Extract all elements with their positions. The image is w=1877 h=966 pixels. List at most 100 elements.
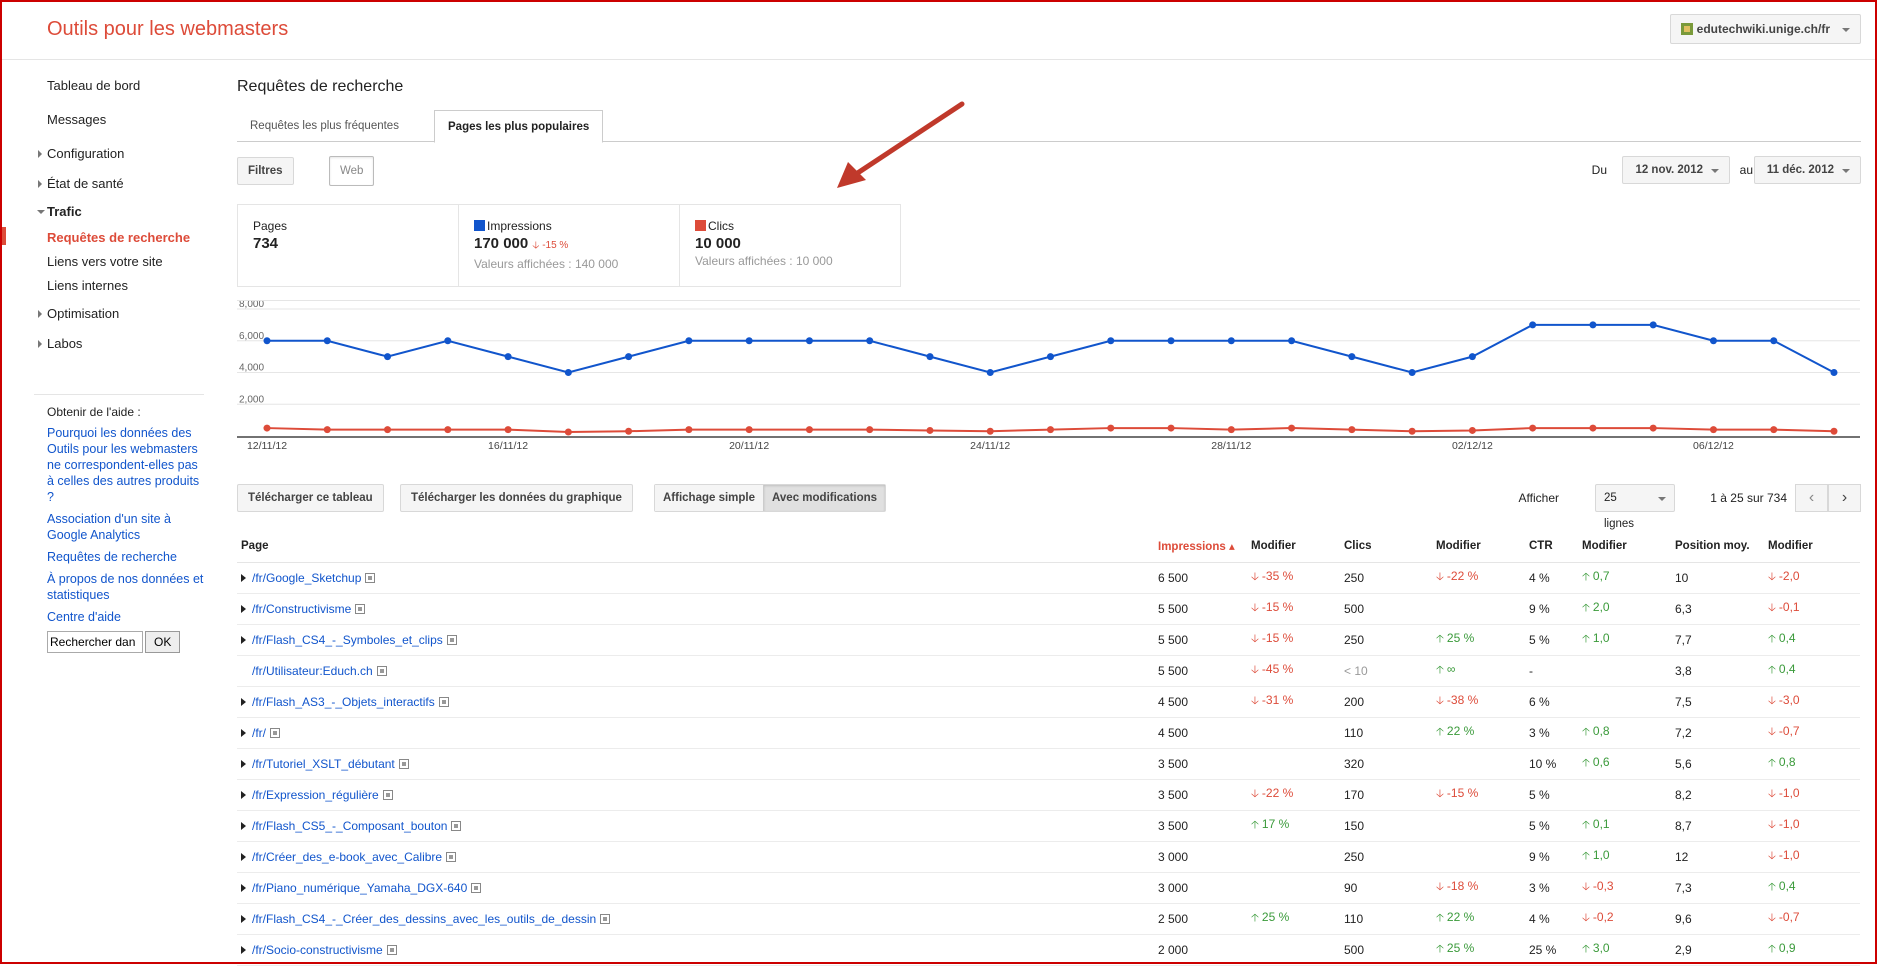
sidebar-item-configuration[interactable]: Configuration	[38, 146, 124, 161]
sidebar-item-health[interactable]: État de santé	[38, 176, 124, 191]
sidebar-item-labs[interactable]: Labos	[38, 336, 82, 351]
external-link-icon[interactable]	[365, 572, 376, 583]
external-link-icon[interactable]	[446, 634, 457, 645]
expand-row-icon[interactable]	[241, 852, 246, 861]
expand-row-icon[interactable]	[241, 945, 246, 954]
sidebar-item-messages[interactable]: Messages	[47, 112, 107, 127]
page-link[interactable]: /fr/Expression_régulière	[252, 787, 379, 802]
page-link[interactable]: /fr/Flash_CS4_-_Créer_des_dessins_avec_l…	[252, 911, 597, 926]
page-link[interactable]: /fr/Créer_des_e-book_avec_Calibre	[252, 849, 443, 864]
external-link-icon[interactable]	[446, 851, 457, 862]
table-row[interactable]: /fr/Flash_AS3_-_Objets_interactifs 4 500 🡣…	[237, 686, 1860, 718]
help-link-about-data[interactable]: À propos de nos données et statistiques	[47, 572, 204, 602]
web-filter-button[interactable]: Web	[329, 156, 375, 186]
rows-per-page-select[interactable]: 25 lignes	[1595, 484, 1675, 530]
metric-impressions[interactable]: Impressions 170 000 🡣 -15 % Valeurs affic…	[459, 205, 680, 286]
help-search-input[interactable]	[47, 631, 143, 653]
expand-row-icon[interactable]	[241, 790, 246, 799]
chevron-down-icon	[1658, 497, 1666, 501]
table-row[interactable]: /fr/Créer_des_e-book_avec_Calibre 3 000 25…	[237, 841, 1860, 873]
download-chart-data-button[interactable]: Télécharger les données du graphique	[400, 484, 633, 512]
table-row[interactable]: /fr/Constructivisme 5 500 🡣 -15 % 500 9 % 🡡 2,0…	[237, 593, 1860, 625]
table-row[interactable]: /fr/Flash_CS4_-_Créer_des_dessins_avec_l…	[237, 903, 1860, 935]
page-link[interactable]: /fr/	[252, 725, 266, 740]
sidebar-item-traffic[interactable]: Trafic	[37, 204, 82, 219]
sidebar-item-internal-links[interactable]: Liens internes	[47, 278, 128, 293]
app-title[interactable]: Outils pour les webmasters	[47, 18, 289, 40]
data-point-clics	[1770, 426, 1778, 434]
table-row[interactable]: /fr/Tutoriel_XSLT_débutant 3 500 320 10 % 🡡 0…	[237, 748, 1860, 780]
help-link-search-queries[interactable]: Requêtes de recherche	[47, 550, 177, 564]
external-link-icon[interactable]	[355, 603, 366, 614]
help-link-analytics[interactable]: Association d'un site à Google Analytics	[47, 512, 171, 542]
external-link-icon[interactable]	[451, 820, 462, 831]
expand-row-icon[interactable]	[241, 573, 246, 582]
table-row[interactable]: /fr/Flash_CS5_-_Composant_bouton 3 500 🡡 17…	[237, 810, 1860, 842]
table-row[interactable]: /fr/Expression_régulière 3 500 🡣 -22 % 170 🡣 -…	[237, 779, 1860, 811]
expand-row-icon[interactable]	[241, 914, 246, 923]
page-link[interactable]: /fr/Piano_numérique_Yamaha_DGX-640	[252, 880, 468, 895]
external-link-icon[interactable]	[270, 727, 280, 738]
traffic-chart-svg: 2,000 4,000 6,000 8,000 12/11/12 16/11/12 20/1…	[237, 299, 1860, 452]
expand-row-icon[interactable]	[241, 759, 246, 768]
tab-top-pages[interactable]: Pages les plus populaires	[434, 110, 604, 143]
page-link[interactable]: /fr/Flash_AS3_-_Objets_interactifs	[252, 694, 435, 709]
page-link[interactable]: /fr/Constructivisme	[252, 601, 352, 616]
col-header-page[interactable]: Page	[237, 530, 1154, 563]
tab-top-queries[interactable]: Requêtes les plus fréquentes	[250, 120, 399, 132]
col-header-clicks-change[interactable]: Modifier	[1432, 530, 1525, 563]
external-link-icon[interactable]	[471, 882, 482, 893]
col-header-position-change[interactable]: Modifier	[1764, 530, 1860, 563]
table-row[interactable]: /fr/Utilisateur:Educh.ch 5 500 🡣 -45 % < 10 🡡…	[237, 655, 1860, 687]
page-link[interactable]: /fr/Flash_CS4_-_Symboles_et_clips	[252, 632, 443, 647]
date-to-picker[interactable]: 11 déc. 2012	[1753, 156, 1861, 184]
table-row[interactable]: /fr/Google_Sketchup 6 500 🡣 -35 % 250 🡣 -22 % 4…	[237, 562, 1860, 594]
page-link[interactable]: /fr/Socio-constructivisme	[252, 942, 383, 957]
external-link-icon[interactable]	[600, 913, 611, 924]
expand-row-icon[interactable]	[241, 635, 246, 644]
site-selector[interactable]: edutechwiki.unige.ch/fr	[1669, 14, 1861, 44]
download-table-button[interactable]: Télécharger ce tableau	[237, 484, 384, 512]
expand-row-icon[interactable]	[241, 604, 246, 613]
col-header-ctr-change[interactable]: Modifier	[1578, 530, 1671, 563]
cell-clicks-change: 🡣 -15 %	[1432, 779, 1525, 811]
external-link-icon[interactable]	[382, 789, 393, 800]
external-link-icon[interactable]	[376, 665, 387, 676]
col-header-ctr[interactable]: CTR	[1525, 530, 1578, 563]
help-search-button[interactable]: OK	[145, 631, 181, 653]
help-link-help-center[interactable]: Centre d'aide	[47, 610, 121, 624]
col-header-impressions-change[interactable]: Modifier	[1247, 530, 1340, 563]
metric-clicks[interactable]: Clics 10 000 Valeurs affichées : 10 000	[680, 205, 900, 286]
help-link-data-mismatch[interactable]: Pourquoi les données des Outils pour les…	[47, 426, 200, 504]
cell-clicks-change	[1432, 593, 1525, 625]
page-link[interactable]: /fr/Utilisateur:Educh.ch	[252, 663, 373, 678]
external-link-icon[interactable]	[438, 696, 449, 707]
expand-row-icon[interactable]	[241, 728, 246, 737]
col-header-clicks[interactable]: Clics	[1340, 530, 1432, 563]
date-from-picker[interactable]: 12 nov. 2012	[1622, 156, 1730, 184]
expand-row-icon[interactable]	[241, 883, 246, 892]
page-link[interactable]: /fr/Flash_CS5_-_Composant_bouton	[252, 818, 448, 833]
view-with-changes-button[interactable]: Avec modifications	[763, 485, 886, 511]
next-page-button[interactable]: ›	[1828, 484, 1861, 512]
table-row[interactable]: /fr/Flash_CS4_-_Symboles_et_clips 5 500 🡣 -…	[237, 624, 1860, 656]
table-row[interactable]: /fr/Socio-constructivisme 2 000 500 🡡 25 % 25…	[237, 934, 1860, 966]
page-link[interactable]: /fr/Google_Sketchup	[252, 570, 362, 585]
previous-page-button[interactable]: ‹	[1795, 484, 1828, 512]
sidebar-item-dashboard[interactable]: Tableau de bord	[47, 78, 141, 93]
external-link-icon[interactable]	[386, 944, 397, 955]
col-header-avg-position[interactable]: Position moy.	[1671, 530, 1764, 563]
data-point-clics	[1589, 424, 1597, 432]
expand-row-icon[interactable]	[241, 697, 246, 706]
page-link[interactable]: /fr/Tutoriel_XSLT_débutant	[252, 756, 395, 771]
table-row[interactable]: /fr/4 500 110 🡡 22 % 3 % 🡡 0,8 7,2 🡣 -0,7	[237, 717, 1860, 749]
sidebar-item-links-to-site[interactable]: Liens vers votre site	[47, 254, 163, 269]
sidebar-item-optimisation[interactable]: Optimisation	[38, 306, 119, 321]
col-header-impressions[interactable]: Impressions ▴	[1154, 530, 1247, 563]
view-simple-button[interactable]: Affichage simple	[655, 485, 764, 511]
expand-row-icon[interactable]	[241, 821, 246, 830]
filters-button[interactable]: Filtres	[237, 157, 294, 185]
sidebar-item-search-queries[interactable]: Requêtes de recherche	[47, 230, 191, 245]
external-link-icon[interactable]	[398, 758, 409, 769]
table-row[interactable]: /fr/Piano_numérique_Yamaha_DGX-640 3 000 9…	[237, 872, 1860, 904]
